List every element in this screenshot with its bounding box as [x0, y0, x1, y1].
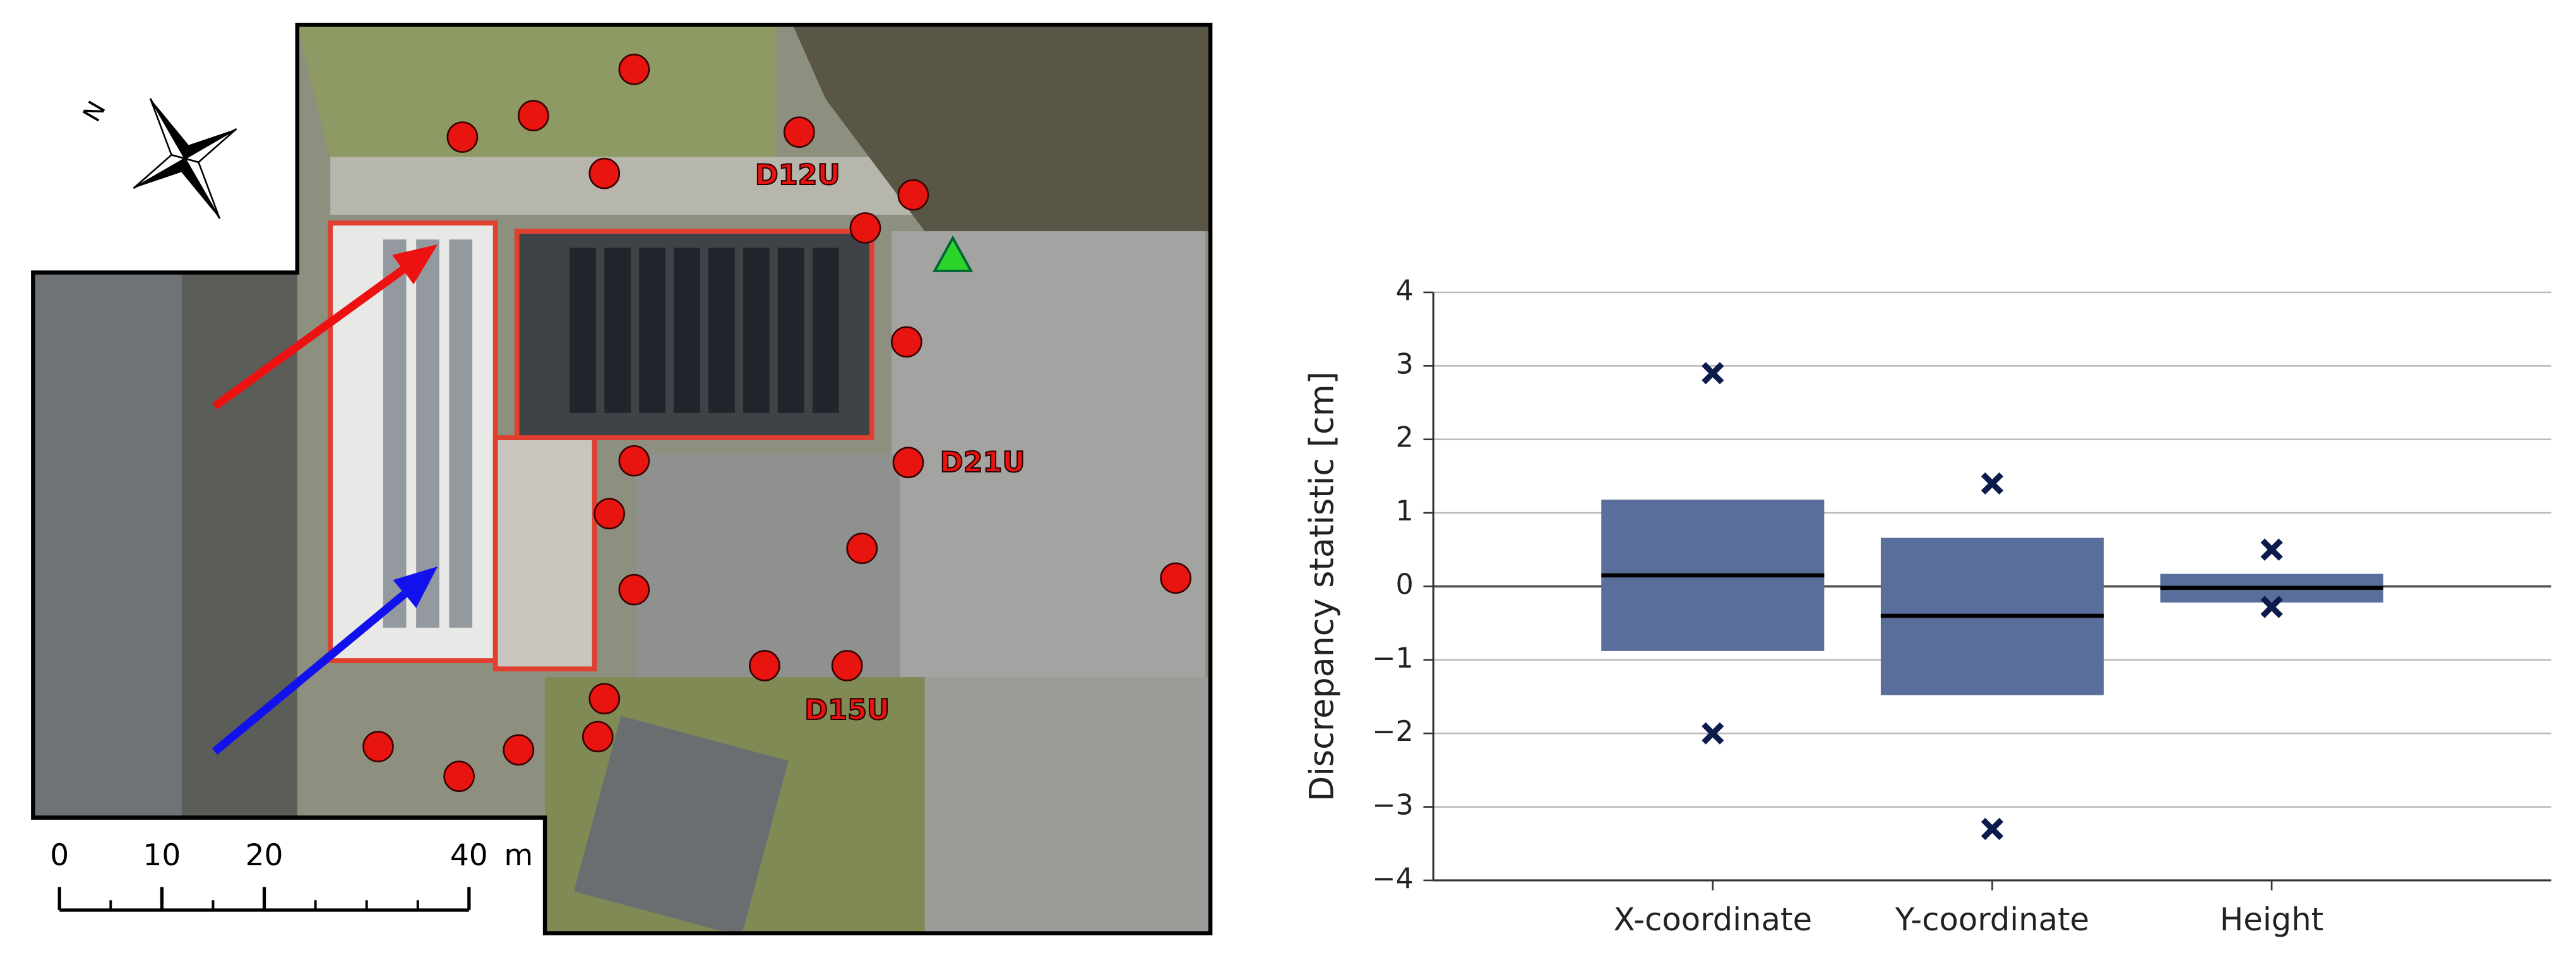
- arrow-shaft: [212, 266, 405, 410]
- aerial-map: [33, 25, 1211, 933]
- building-mid: [492, 435, 597, 672]
- control-point: [846, 532, 878, 565]
- x-tick-label: Height: [2220, 901, 2323, 938]
- arrow-head: [393, 567, 438, 608]
- compass-star: [184, 128, 237, 159]
- solar-panel: [449, 239, 473, 628]
- solar-panel: [742, 248, 770, 413]
- road: [33, 272, 182, 818]
- x-tick-label: X-coordinate: [1614, 901, 1813, 938]
- solar-panel: [777, 248, 804, 413]
- compass: [133, 98, 237, 219]
- control-point: [749, 650, 780, 681]
- control-point: [446, 121, 479, 153]
- control-point: [581, 721, 614, 753]
- scale-label: 20: [246, 838, 283, 873]
- y-tick-label: 0: [1395, 568, 1413, 601]
- scale-label: 40: [450, 838, 488, 873]
- box-chart: −4 −3 −2 −1 0 1 2 3 4 Discrepancy statistic [cm] X…: [1303, 275, 2551, 938]
- path: [330, 157, 925, 215]
- solar-panel: [383, 239, 407, 628]
- parking: [891, 231, 1206, 678]
- solar-panel: [569, 248, 597, 413]
- solar-panel: [812, 248, 839, 413]
- reference-station: [933, 235, 974, 272]
- control-point: [618, 573, 650, 606]
- control-point: [503, 734, 535, 766]
- outlier-marker: [2260, 538, 2283, 561]
- outlier-marker: [1981, 472, 2004, 495]
- north-label: N: [78, 97, 112, 127]
- compass-star: [183, 157, 221, 219]
- y-axis-title: Discrepancy statistic [cm]: [1303, 371, 1342, 801]
- y-tick-label: 3: [1395, 348, 1413, 380]
- control-point: [892, 447, 924, 479]
- control-point: [849, 212, 881, 244]
- scale-label: 0: [50, 838, 69, 873]
- outlier-marker: [2260, 596, 2283, 618]
- x-tick-label: Y-coordinate: [1895, 901, 2089, 938]
- control-point: [1160, 562, 1192, 594]
- solar-panel: [674, 248, 700, 413]
- control-point: [831, 650, 863, 681]
- control-point: [618, 53, 650, 85]
- map-frame: [31, 22, 1213, 935]
- control-point: [618, 445, 650, 477]
- control-point: [784, 116, 815, 148]
- control-point: [891, 326, 922, 358]
- point-label: D12U: [755, 159, 840, 191]
- solar-panel: [639, 248, 666, 413]
- outlier-marker: [1702, 722, 1724, 745]
- y-tick-label: −4: [1372, 863, 1414, 895]
- solar-panel: [708, 248, 735, 413]
- small-building: [573, 716, 789, 933]
- control-point: [443, 760, 475, 793]
- y-tick-label: 2: [1395, 422, 1413, 454]
- y-tick-label: 1: [1395, 495, 1413, 527]
- control-point: [588, 157, 621, 189]
- compass-star: [133, 153, 188, 189]
- solar-panel: [604, 248, 631, 413]
- point-label: D15U: [804, 694, 890, 726]
- road-south: [924, 677, 1211, 933]
- trees: [792, 25, 1211, 232]
- control-point: [897, 179, 929, 211]
- grass: [297, 25, 777, 157]
- y-tick-label: 4: [1395, 275, 1413, 307]
- point-label: D21U: [940, 447, 1025, 479]
- compass-star: [149, 98, 187, 160]
- arrow-head: [392, 244, 438, 285]
- arrow-shaft: [212, 591, 407, 755]
- outlier-marker: [1702, 362, 1724, 385]
- outlier-marker: [1981, 817, 2004, 841]
- parking-lower: [635, 454, 900, 678]
- y-tick-label: −2: [1372, 716, 1414, 748]
- y-tick-label: −1: [1372, 642, 1414, 675]
- control-point: [517, 100, 549, 131]
- control-point: [362, 731, 394, 762]
- map-overlay: D12U D21U D15U N 0 10 20 40 m: [50, 53, 1192, 912]
- control-point: [588, 683, 621, 715]
- y-tick-label: −3: [1372, 789, 1414, 822]
- scale-unit: m: [504, 838, 533, 873]
- control-point: [593, 498, 625, 530]
- solar-panel: [416, 239, 439, 628]
- scale-label: 10: [143, 838, 181, 873]
